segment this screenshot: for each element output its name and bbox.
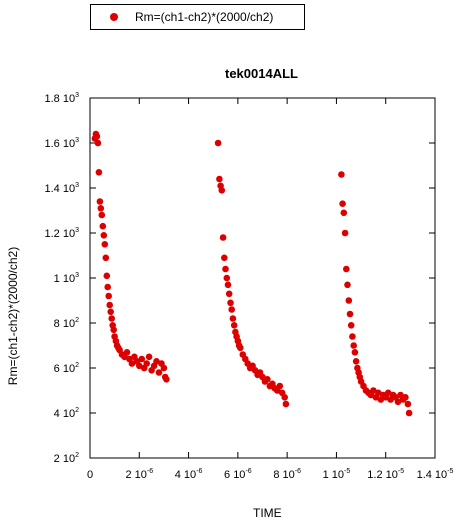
data-point [216,175,223,183]
plot-frame [89,97,436,459]
data-point [100,232,108,239]
data-point [97,205,105,212]
data-point [103,272,111,280]
legend-label: Rm=(ch1-ch2)*(2000/ch2) [135,10,274,24]
data-point [153,358,160,365]
data-point [228,306,235,313]
data-point [214,139,222,147]
x-tick-label: 1.2 10-5 [367,468,404,481]
x-tick-label: 0 [87,469,93,481]
data-point [346,310,354,318]
data-point [404,400,412,408]
data-point [223,274,231,282]
data-point [237,344,244,352]
x-tick-label: 1 10-5 [323,468,351,481]
data-point [340,209,348,217]
data-point [339,200,346,207]
x-tick-label: 1.4 10-5 [417,468,454,481]
y-tick-label: 1.8 103 [45,92,80,105]
data-point [222,265,229,273]
y-tick-label: 1.4 103 [45,182,80,195]
data-point [230,322,238,329]
data-point [94,139,102,147]
data-point [224,281,232,289]
legend-marker [110,13,118,21]
x-tick-label: 2 10-6 [125,468,153,481]
data-point [145,353,153,361]
data-point [93,133,101,140]
data-points [91,130,413,417]
data-point [96,198,104,205]
data-point [225,290,233,298]
y-tick-label: 6 102 [54,362,79,375]
y-tick-label: 4 102 [54,407,79,420]
legend: Rm=(ch1-ch2)*(2000/ch2) [90,4,305,30]
data-point [352,358,360,365]
data-point [107,308,114,316]
data-point [106,301,113,309]
data-point [229,315,237,322]
data-point [344,281,351,289]
data-point [104,283,111,291]
data-point [99,222,107,230]
data-point [219,234,227,241]
data-point [98,211,106,219]
data-point [143,360,150,367]
data-point [350,342,358,349]
data-point [221,254,228,262]
data-point [351,349,359,356]
data-point [375,389,382,397]
data-point [160,364,168,372]
data-point [108,315,115,322]
data-point [95,169,103,176]
y-tick-label: 2 102 [54,452,79,465]
chart-title: tek0014ALL [225,66,298,81]
data-point [264,376,271,383]
data-point [163,376,170,383]
y-tick-label: 1 103 [54,272,79,285]
data-point [394,398,402,406]
x-tick-label: 8 10-6 [273,468,301,481]
data-point [105,292,112,300]
data-point [110,326,117,334]
data-point [227,299,234,307]
data-point [347,322,355,329]
data-point [345,297,353,304]
y-tick-label: 8 102 [54,317,79,330]
data-point [102,254,110,262]
data-point [402,394,409,401]
data-point [123,349,131,356]
x-tick-label: 4 10-6 [175,468,203,481]
data-point [101,241,109,248]
data-point [341,229,349,237]
axis-ticks: 0 2 10-6 4 10-6 6 10-6 8 10-6 1 10-5 1.2 10-5 1… [45,92,454,481]
data-point [138,355,146,363]
data-point [282,400,290,408]
x-axis-label: TIME [253,506,282,520]
data-point [218,187,226,194]
data-point [370,387,377,394]
data-point [276,382,284,390]
y-tick-label: 1.6 103 [45,137,80,150]
data-point [281,394,289,401]
data-point [343,265,350,273]
data-point [405,409,413,417]
data-point [155,369,163,376]
data-point [338,171,345,178]
y-tick-label: 1.2 103 [45,227,80,240]
x-tick-label: 6 10-6 [224,468,252,481]
data-point [349,333,356,340]
